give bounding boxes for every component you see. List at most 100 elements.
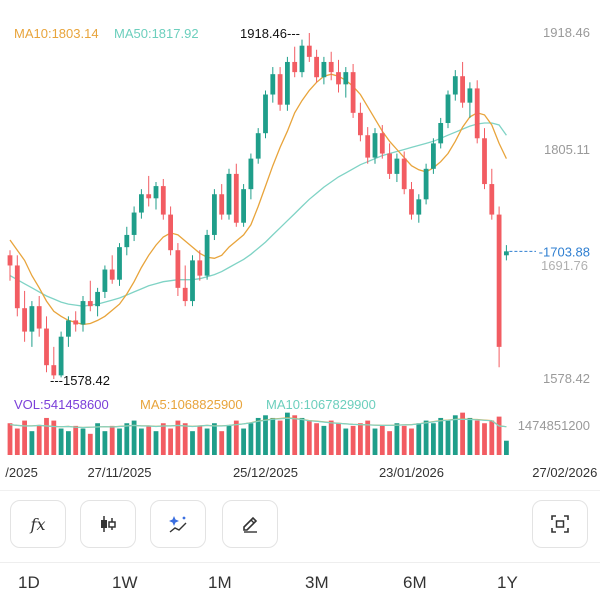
candle-body: [467, 88, 473, 103]
candle-body: [438, 123, 444, 144]
volume-bar: [29, 431, 35, 455]
volume-bar: [343, 428, 349, 455]
candle-body: [80, 301, 86, 325]
tab-1d[interactable]: 1D: [18, 573, 40, 592]
candle-body: [263, 94, 268, 134]
candle-body: [124, 234, 130, 248]
chart-type-button[interactable]: [80, 500, 136, 548]
volume-bar: [51, 420, 57, 455]
volume-bar: [190, 431, 195, 455]
y-tick-label: 1805.11: [544, 142, 590, 157]
candle-body: [175, 250, 181, 288]
volume-ma5-legend: MA5:1068825900: [140, 397, 243, 412]
candle-body: [496, 214, 502, 347]
candle-body: [182, 287, 188, 302]
volume-bar: [314, 423, 319, 455]
candlestick-chart[interactable]: 1918.46 1805.11 1578.42 1691.76 1918.46--- --…: [0, 0, 600, 490]
x-tick-label: 25/12/2025: [233, 465, 298, 480]
ma50-legend: MA50:1817.92: [114, 26, 199, 41]
volume-bar: [153, 431, 159, 455]
volume-bar: [109, 425, 115, 455]
candle-body: [474, 88, 480, 139]
volume-bar: [95, 423, 100, 455]
x-tick-label: 23/01/2026: [379, 465, 444, 480]
smart-draw-button[interactable]: [150, 500, 206, 548]
last-price-label: -1703.88: [539, 244, 590, 259]
volume-bar: [87, 433, 93, 455]
candle-body: [292, 61, 298, 73]
volume-bar: [182, 423, 188, 455]
screenshot-frame-icon: [551, 515, 569, 533]
x-tick-label: /2025: [5, 465, 38, 480]
candle-body: [255, 133, 261, 159]
candle-body: [299, 45, 305, 73]
volume-bar: [358, 423, 363, 455]
candle-body: [416, 199, 422, 215]
volume-bar: [160, 423, 166, 455]
candle-body: [423, 168, 429, 200]
volume-bar: [197, 425, 203, 455]
candle-body: [306, 45, 312, 57]
candle-body: [277, 74, 283, 105]
tab-1y[interactable]: 1Y: [497, 573, 518, 592]
volume-bar: [22, 420, 27, 455]
volume-bar: [44, 417, 49, 455]
candle-body: [190, 260, 195, 302]
volume-bar: [58, 428, 64, 455]
volume-bar: [270, 417, 276, 455]
tab-3m[interactable]: 3M: [305, 573, 329, 592]
volume-bar: [139, 428, 144, 455]
volume-bar: [328, 420, 334, 455]
candle-body: [401, 158, 407, 190]
volume-bar: [226, 425, 232, 455]
candle-body: [431, 143, 436, 169]
volume-bar: [66, 431, 71, 455]
candle-body: [109, 269, 115, 280]
volume-bar: [277, 420, 283, 455]
candle-body: [387, 153, 392, 174]
tab-1w[interactable]: 1W: [112, 573, 138, 592]
volume-bar: [438, 417, 444, 455]
candle-body: [504, 251, 509, 256]
volume-bar: [387, 431, 392, 455]
tab-1m[interactable]: 1M: [208, 573, 232, 592]
y-tick-label: 1578.42: [543, 371, 590, 386]
volume-bar: [299, 417, 305, 455]
indicator-button[interactable]: fx: [10, 500, 66, 548]
volume-bar: [212, 423, 217, 455]
y-tick-label: 1691.76: [541, 258, 588, 273]
volume-bar: [80, 428, 86, 455]
draw-tool-button[interactable]: [222, 500, 278, 548]
candle-body: [372, 133, 378, 158]
volume-bar: [489, 420, 495, 455]
volume-bar: [467, 417, 473, 455]
volume-bar: [452, 415, 458, 455]
volume-bar: [350, 425, 356, 455]
tab-6m[interactable]: 6M: [403, 573, 427, 592]
volume-bar: [431, 423, 436, 455]
x-tick-label: 27/02/2026: [532, 465, 597, 480]
candle-body: [73, 320, 79, 325]
volume-bar: [124, 423, 130, 455]
volume-bar: [423, 420, 429, 455]
volume-bar: [14, 428, 20, 455]
candle-body: [146, 194, 152, 199]
volume-bar: [73, 425, 79, 455]
candle-body: [226, 173, 232, 215]
candle-body: [394, 158, 400, 174]
formula-glyph: fx: [30, 514, 46, 534]
candle-body: [233, 173, 239, 223]
candle-body: [14, 265, 20, 309]
candle-body: [365, 135, 371, 158]
volume-bar: [416, 423, 422, 455]
volume-bar: [7, 423, 13, 455]
candle-body: [336, 72, 341, 85]
fullscreen-button[interactable]: [532, 500, 588, 548]
candle-body: [197, 260, 203, 276]
volume-bar: [460, 412, 465, 455]
ma50-line: [9, 122, 507, 307]
volume-bar: [306, 420, 312, 455]
candle-body: [204, 234, 210, 276]
volume-ma10-legend: MA10:1067829900: [266, 397, 376, 412]
volume-ma10-line: [9, 417, 507, 429]
